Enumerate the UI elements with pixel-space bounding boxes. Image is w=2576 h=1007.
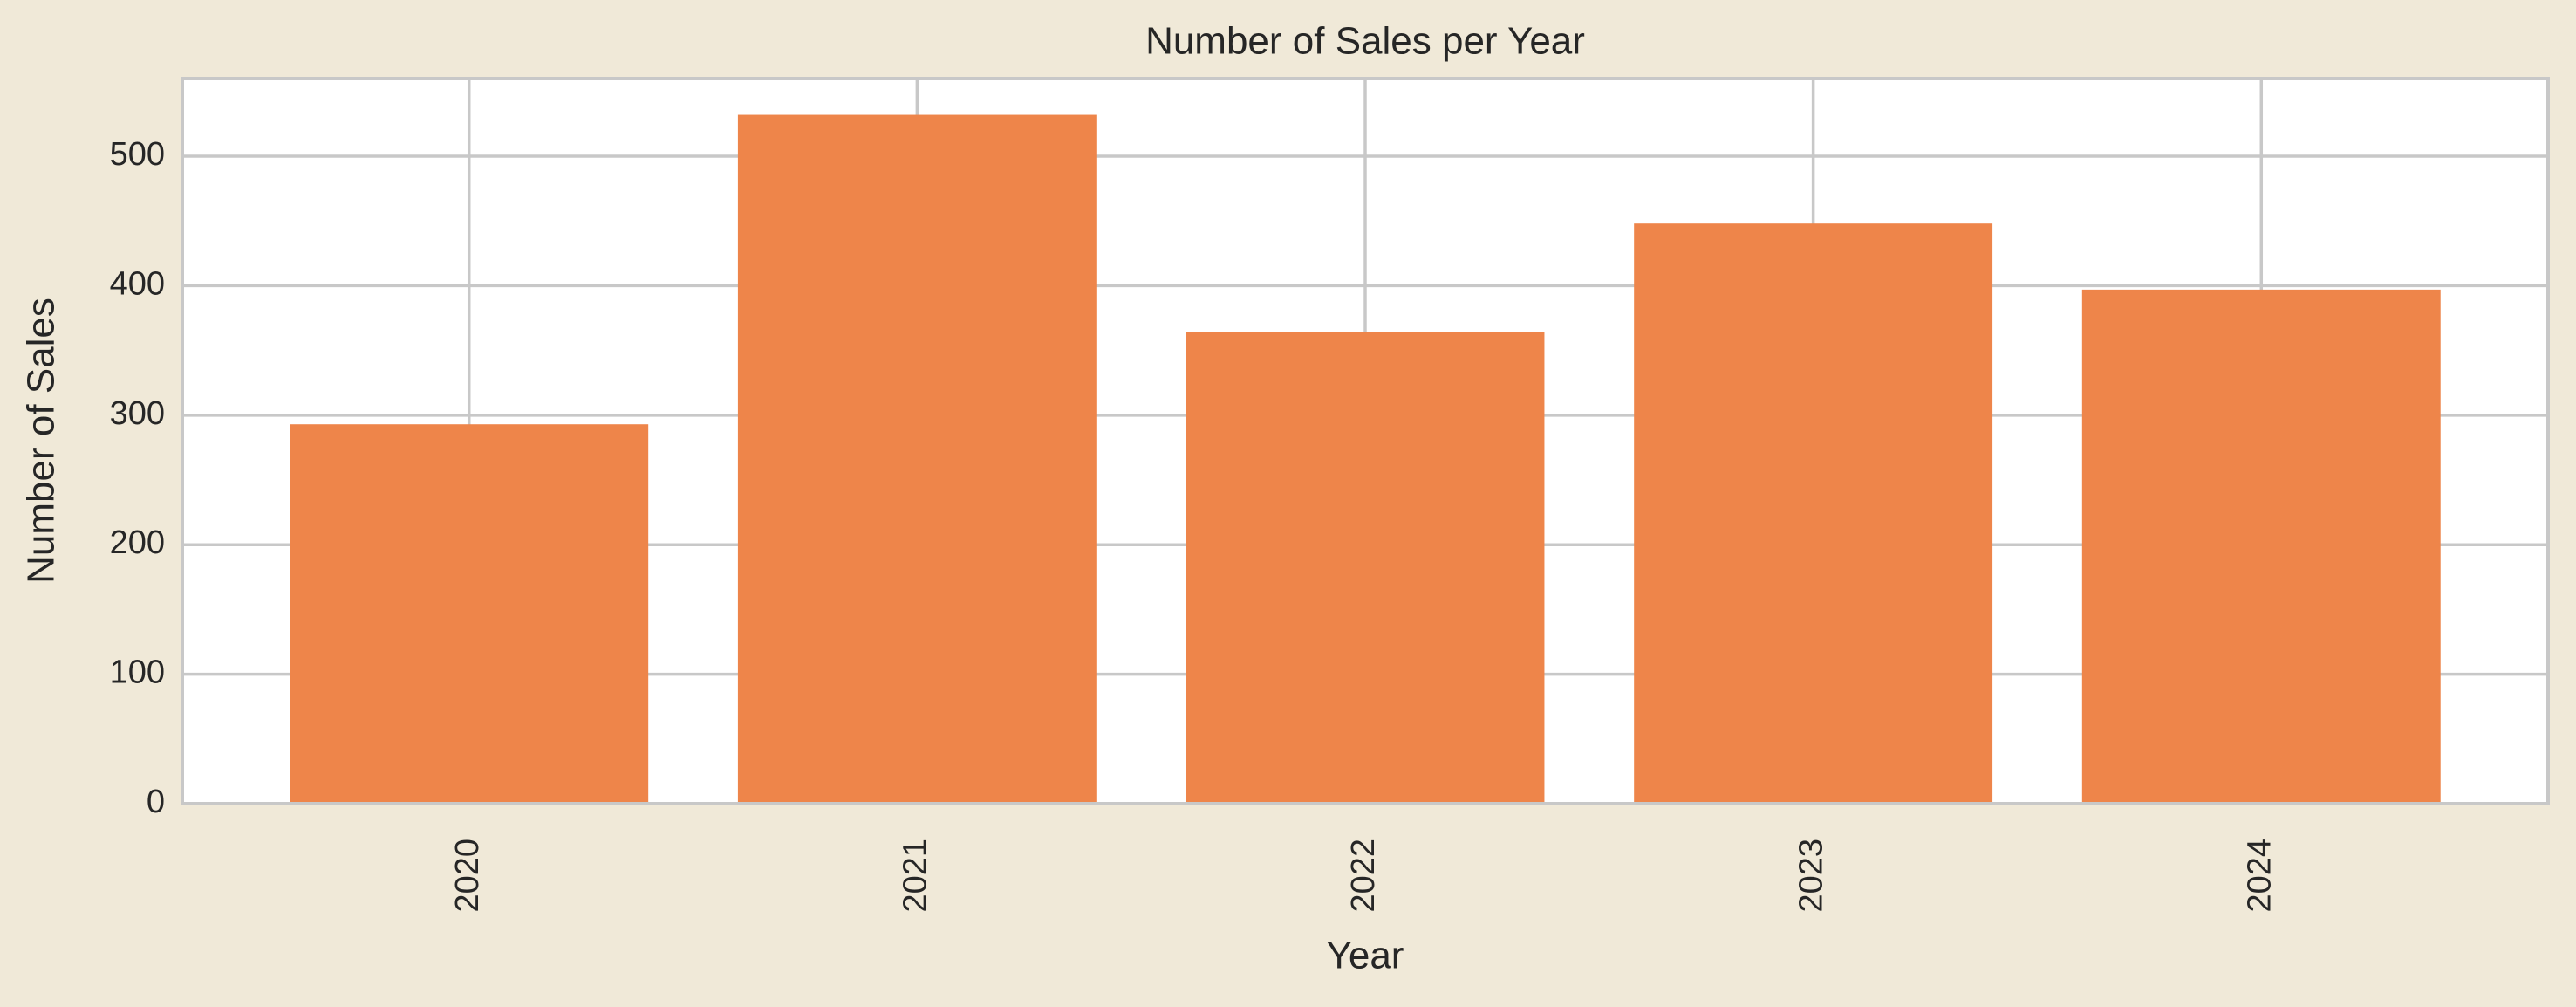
chart-title: Number of Sales per Year: [1145, 20, 1585, 63]
x-tick-label: 2023: [1794, 839, 1830, 913]
x-tick-label: 2021: [897, 839, 933, 913]
y-tick-label: 500: [110, 136, 165, 173]
bar: [737, 114, 1097, 805]
y-tick-label: 300: [110, 395, 165, 432]
y-tick-label: 0: [147, 784, 165, 820]
y-tick-label: 200: [110, 524, 165, 561]
plot-border: [181, 77, 2550, 805]
bar: [290, 424, 649, 804]
x-axis-label: Year: [1327, 935, 1404, 977]
bar: [1186, 332, 1545, 805]
x-tick-label: 2020: [449, 839, 486, 913]
x-tick-label: 2022: [1345, 839, 1382, 913]
bar: [2081, 289, 2441, 804]
bar: [1634, 223, 1993, 804]
y-axis-label: Number of Sales: [20, 298, 63, 584]
x-tick-label: 2024: [2241, 839, 2278, 913]
y-tick-label: 400: [110, 265, 165, 302]
y-tick-label: 100: [110, 654, 165, 691]
